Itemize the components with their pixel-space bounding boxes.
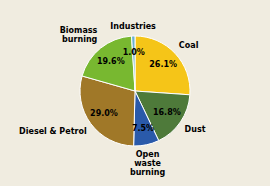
- pie-chart: 26.1% Coal 16.8% Dust 7.5% Openwasteburning 29…: [0, 0, 270, 186]
- category-label: Coal: [179, 41, 199, 50]
- data-label: 7.5%: [132, 124, 154, 133]
- slice: [134, 91, 159, 146]
- category-label: Biomassburning: [60, 26, 98, 44]
- category-label: Industries: [110, 22, 156, 31]
- slices: [80, 36, 190, 146]
- data-label: 19.6%: [97, 57, 125, 66]
- category-label: Diesel & Petrol: [19, 127, 87, 136]
- labels: 26.1% Coal 16.8% Dust 7.5% Openwasteburning 29…: [19, 22, 206, 177]
- data-label: 26.1%: [149, 60, 177, 69]
- slice: [132, 36, 135, 91]
- category-label: Openwasteburning: [130, 150, 166, 177]
- data-label: 29.0%: [90, 109, 118, 118]
- data-label: 16.8%: [153, 108, 181, 117]
- data-label: 1.0%: [123, 48, 145, 57]
- category-label: Dust: [185, 125, 206, 134]
- slice: [82, 36, 135, 91]
